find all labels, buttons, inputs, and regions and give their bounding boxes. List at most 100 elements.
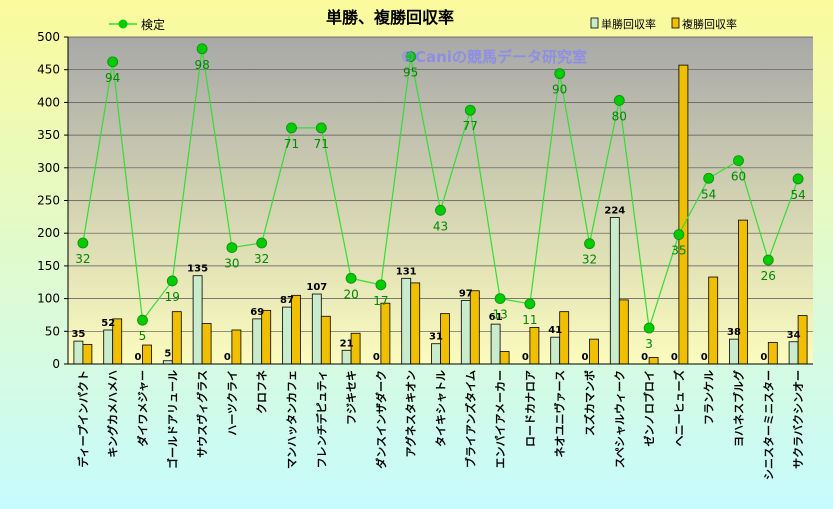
test-point — [703, 172, 715, 184]
y-tick-label: 200 — [37, 226, 60, 240]
test-value-label: 71 — [284, 137, 299, 151]
legend-bar2-swatch — [671, 17, 680, 29]
y-tick-label: 150 — [37, 259, 60, 273]
test-value-label: 77 — [463, 119, 478, 133]
bar-place-return — [648, 357, 659, 365]
bar-win-return — [103, 329, 114, 365]
test-value-label: 30 — [224, 257, 239, 271]
x-category-label: サウスヴィグラス — [195, 370, 209, 458]
legend-line-marker — [118, 19, 128, 29]
x-axis: ディープインパクト キングカメハメハ ダイワメジャー ゴールドアリュール サウスヴィグラ… — [68, 363, 813, 480]
bar-place-return — [171, 311, 182, 365]
watermark: ©Caniの競馬データ研究室 — [400, 48, 587, 66]
test-point — [375, 279, 387, 291]
test-point — [584, 238, 595, 250]
legend-bar1-swatch — [590, 17, 599, 29]
bar-value-label: 0 — [641, 352, 648, 363]
test-value-label: 3 — [645, 337, 653, 351]
x-category-label: ヨハネスブルグ — [732, 370, 746, 447]
test-point — [613, 95, 625, 106]
test-point — [464, 104, 476, 116]
y-axis: 0 50 100 150 200 250 300 350 400 450 500 — [37, 30, 69, 371]
test-value-label: 90 — [552, 83, 567, 97]
test-point — [643, 322, 655, 334]
test-value-label: 32 — [582, 253, 597, 267]
bar-value-label: 0 — [671, 352, 678, 363]
x-category-label: ブライアンズタイム — [463, 370, 477, 468]
bar-win-return — [460, 300, 471, 365]
bar-win-return — [192, 275, 203, 365]
bar-win-return — [341, 349, 352, 365]
y-tick-label: 400 — [37, 95, 60, 109]
x-category-label: タイキシャトル — [435, 370, 448, 447]
bar-win-return — [311, 293, 322, 365]
test-point — [226, 242, 238, 253]
test-value-label: 71 — [314, 137, 329, 151]
test-point — [554, 68, 566, 80]
x-category-label: ハーツクライ — [226, 370, 239, 436]
x-category-label: キングカメハメハ — [106, 370, 120, 458]
y-tick-label: 450 — [37, 63, 60, 77]
test-point — [166, 275, 178, 287]
bar-value-label: 87 — [280, 295, 294, 306]
bar-value-label: 0 — [522, 352, 529, 363]
y-tick-label: 350 — [37, 128, 60, 142]
bar-value-label: 5 — [164, 349, 171, 360]
bar-win-return — [729, 338, 739, 365]
x-category-label: ゴールドアリュール — [165, 370, 179, 469]
bar-value-label: 69 — [250, 307, 264, 318]
x-category-label: スズカマンボ — [583, 370, 597, 436]
test-point — [733, 155, 744, 167]
x-category-label: ダイワメジャー — [136, 370, 150, 446]
test-point — [792, 173, 804, 185]
test-point — [762, 254, 774, 266]
bar-win-return — [73, 340, 84, 365]
bar-win-return — [490, 323, 501, 365]
test-value-label: 54 — [790, 188, 805, 202]
x-category-label: クロフネ — [256, 370, 269, 414]
y-tick-label: 0 — [52, 357, 60, 371]
test-value-label: 20 — [343, 287, 358, 301]
x-category-label: フジキセキ — [345, 370, 358, 425]
test-value-label: 17 — [373, 294, 388, 308]
bar-value-label: 0 — [582, 352, 589, 363]
test-value-label: 54 — [701, 187, 716, 201]
bar-place-return — [589, 338, 599, 365]
bar-place-return — [380, 302, 391, 365]
test-value-label: 98 — [194, 58, 209, 72]
test-value-label: 95 — [403, 66, 418, 80]
test-value-label: 35 — [671, 244, 686, 258]
test-value-label: 11 — [522, 313, 537, 327]
test-point — [196, 43, 208, 55]
bar-value-label: 34 — [787, 330, 801, 341]
x-category-label: アグネスタキオン — [404, 370, 418, 457]
bar-value-label: 31 — [429, 332, 443, 343]
x-category-label: マンハッタンカフェ — [286, 370, 299, 469]
test-value-label: 60 — [731, 170, 746, 184]
bar-value-label: 224 — [604, 206, 625, 217]
bar-value-label: 0 — [701, 352, 708, 363]
bar-value-label: 0 — [373, 352, 380, 363]
bar-value-label: 0 — [135, 352, 142, 363]
bar-value-label: 135 — [187, 264, 208, 275]
bar-value-label: 97 — [459, 289, 473, 300]
bar-value-label: 35 — [71, 329, 85, 340]
test-value-label: 94 — [105, 71, 120, 85]
test-value-label: 80 — [612, 109, 627, 123]
test-point — [524, 298, 536, 310]
test-line-series: 32 94 5 19 98 30 32 71 71 20 17 95 43 77 13 11 90 32 80 3 35… — [75, 43, 806, 351]
test-point — [256, 237, 268, 249]
bar-place-return — [82, 343, 93, 365]
bar-value-label: 52 — [101, 318, 115, 329]
bar-value-label: 41 — [548, 325, 562, 336]
test-value-label: 13 — [492, 308, 507, 322]
test-point — [315, 122, 327, 134]
bar-place-return — [767, 342, 778, 365]
test-point — [107, 56, 119, 68]
test-point — [405, 51, 417, 63]
legend-line-label: 検定 — [141, 17, 165, 32]
x-category-label: ディープインパクト — [76, 370, 90, 468]
test-point — [494, 293, 506, 305]
bar-win-return — [431, 343, 441, 365]
